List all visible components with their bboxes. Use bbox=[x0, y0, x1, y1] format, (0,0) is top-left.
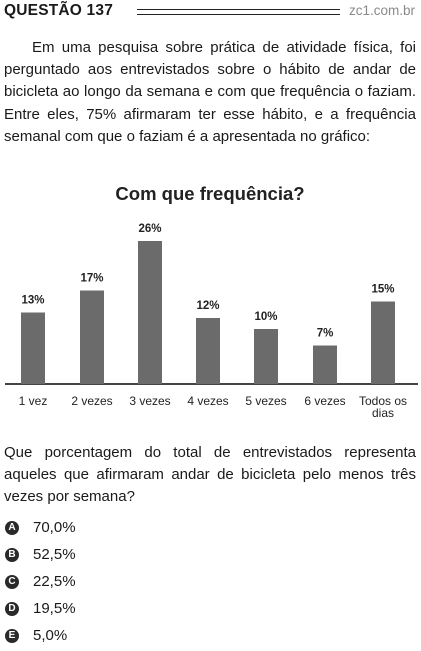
option-e-text: 5,0% bbox=[33, 627, 68, 644]
x-tick-label: 4 vezes bbox=[187, 394, 228, 408]
bar-value-label: 26% bbox=[138, 223, 161, 235]
option-c-badge: C bbox=[5, 575, 19, 589]
bar-value-label: 10% bbox=[254, 311, 277, 323]
x-tick-label: 3 vezes bbox=[129, 394, 170, 408]
bar-value-label: 13% bbox=[21, 295, 44, 307]
option-b-text: 52,5% bbox=[33, 546, 76, 563]
option-e-badge: E bbox=[5, 629, 19, 643]
question-header: QUESTÃO 137 zc1.com.br bbox=[4, 2, 417, 22]
bar-6 bbox=[313, 345, 337, 384]
chart-title: Com que frequência? bbox=[115, 183, 304, 204]
x-tick-label: 5 vezes bbox=[245, 394, 286, 408]
option-b-badge: B bbox=[5, 548, 19, 562]
header-divider bbox=[137, 9, 340, 15]
x-tick-label: 2 vezes bbox=[71, 394, 112, 408]
frequency-bar-chart: Com que frequência? 13% 1 vez 17% 2 vezes 26%… bbox=[5, 183, 418, 420]
option-e[interactable]: E 5,0% bbox=[4, 626, 204, 648]
option-d[interactable]: D 19,5% bbox=[4, 599, 204, 621]
question-text: Que porcentagem do total de entrevistado… bbox=[4, 444, 416, 506]
option-d-text: 19,5% bbox=[33, 600, 76, 617]
option-c-text: 22,5% bbox=[33, 573, 76, 590]
bar-2 bbox=[80, 290, 104, 384]
bar-5 bbox=[254, 329, 278, 384]
bar-3 bbox=[138, 241, 162, 384]
bar-value-label: 7% bbox=[317, 328, 334, 340]
x-tick-label: Todos os bbox=[359, 394, 407, 408]
site-watermark: zc1.com.br bbox=[348, 3, 415, 18]
intro-text: Em uma pesquisa sobre prática de ativida… bbox=[4, 39, 416, 145]
option-b[interactable]: B 52,5% bbox=[4, 545, 204, 567]
x-tick-label: 1 vez bbox=[19, 394, 48, 408]
bar-value-label: 12% bbox=[196, 300, 219, 312]
option-a-text: 70,0% bbox=[33, 519, 76, 536]
x-tick-label-line2: dias bbox=[372, 406, 394, 420]
option-c[interactable]: C 22,5% bbox=[4, 572, 204, 594]
bar-1 bbox=[21, 312, 45, 384]
bar-value-label: 17% bbox=[80, 273, 103, 285]
bar-4 bbox=[196, 318, 220, 384]
intro-paragraph: Em uma pesquisa sobre prática de ativida… bbox=[4, 37, 416, 148]
option-d-badge: D bbox=[5, 602, 19, 616]
x-tick-label: 6 vezes bbox=[304, 394, 345, 408]
option-a[interactable]: A 70,0% bbox=[4, 518, 204, 540]
option-a-badge: A bbox=[5, 521, 19, 535]
bar-7 bbox=[371, 301, 395, 384]
question-title: QUESTÃO 137 bbox=[4, 2, 114, 19]
bar-value-label: 15% bbox=[371, 284, 394, 296]
